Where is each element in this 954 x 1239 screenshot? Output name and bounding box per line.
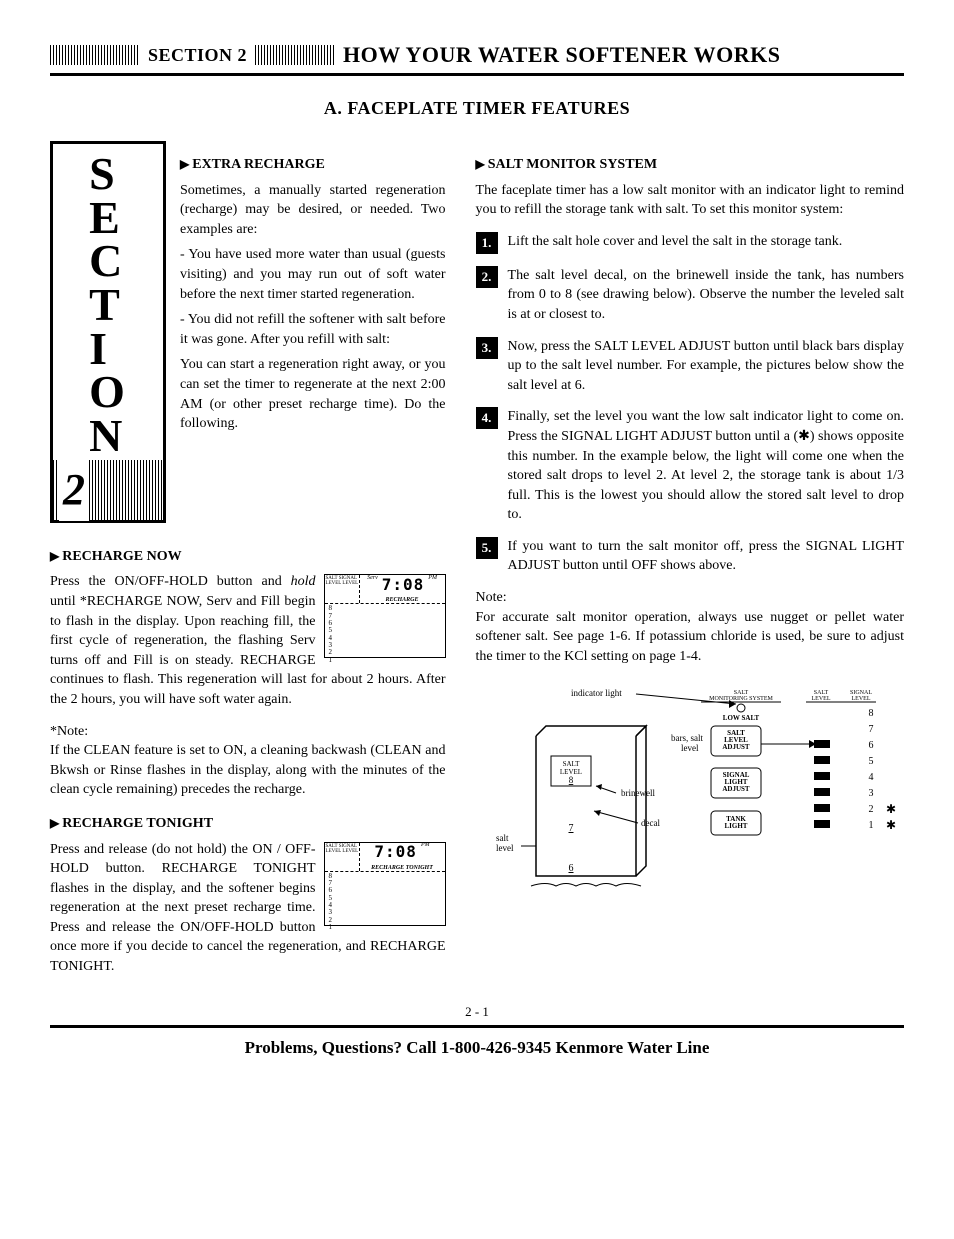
d-bars-label: bars, saltlevel [671, 733, 703, 753]
header-hatch-mid [255, 45, 335, 65]
d-monitoring: SALTMONITORING SYSTEM [709, 690, 773, 702]
salt-note-label: Note: [476, 588, 904, 608]
d-decal: decal [641, 818, 660, 828]
d-salt-col: SALTLEVEL [811, 690, 830, 702]
heading-recharge-tonight: RECHARGE TONIGHT [50, 814, 446, 834]
lcd2-pm: PM [421, 841, 430, 849]
section-letters: S E C T I O N [89, 144, 127, 460]
d-brinewell: brinewell [621, 788, 655, 798]
rn-t1: Press the ON/OFF-HOLD button and [50, 574, 291, 589]
salt-note-text: For accurate salt monitor operation, alw… [476, 608, 904, 667]
step-3: Now, press the SALT LEVEL ADJUST button … [508, 337, 904, 396]
lcd-serv: Serv [367, 574, 378, 582]
page-number: 2 - 1 [50, 1003, 904, 1028]
page-subtitle: A. FACEPLATE TIMER FEATURES [50, 96, 904, 121]
section-label: SECTION 2 [148, 43, 247, 68]
svg-text:✱: ✱ [886, 802, 896, 816]
header-hatch-left [50, 45, 140, 65]
d-low-salt: LOW SALT [722, 714, 759, 722]
svg-text:3: 3 [868, 788, 873, 799]
step-2: The salt level decal, on the brinewell i… [508, 266, 904, 325]
salt-monitor-intro: The faceplate timer has a low salt monit… [476, 181, 904, 220]
d-level-rows: 8 7 6 5 4 3 2 ✱ 1 ✱ [814, 708, 896, 832]
right-column: SALT MONITOR SYSTEM The faceplate timer … [476, 141, 904, 983]
svg-text:1: 1 [868, 820, 873, 831]
footer-help: Problems, Questions? Call 1-800-426-9345… [50, 1036, 904, 1060]
section-number-box: 2 [53, 460, 163, 520]
section-header: SECTION 2 HOW YOUR WATER SOFTENER WORKS [50, 40, 904, 76]
lcd2-header-small: SALT SIGNAL LEVEL LEVEL [325, 843, 360, 871]
d-tank-7: 7 [568, 823, 573, 834]
header-title: HOW YOUR WATER SOFTENER WORKS [343, 40, 780, 71]
recharge-now-note: If the CLEAN feature is set to ON, a cle… [50, 741, 446, 800]
step-num-3: 3. [476, 337, 498, 359]
svg-text:7: 7 [868, 724, 873, 735]
d-indicator-light: indicator light [571, 688, 622, 698]
d-salt-num-8: 8 [568, 775, 573, 785]
d-signal-adjust: SIGNALLIGHTADJUST [722, 771, 750, 793]
heading-recharge-now: RECHARGE NOW [50, 547, 446, 567]
rn-t2: hold [291, 574, 316, 589]
lcd2-time: 7:08 [374, 841, 417, 863]
d-tank-6: 6 [568, 863, 573, 874]
left-column: S E C T I O N 2 EXTRA RECHARGE Sometimes… [50, 141, 446, 983]
diagram-svg: SALTLEVEL 8 7 6 saltlevel brinewell deca… [476, 686, 896, 906]
step-1: Lift the salt hole cover and level the s… [508, 232, 904, 254]
lcd-nums: 8 7 6 5 4 3 2 1 [329, 605, 333, 664]
svg-text:4: 4 [868, 772, 873, 783]
svg-text:8: 8 [868, 708, 873, 719]
lcd-recharge-tonight: SALT SIGNAL LEVEL LEVEL 7:08 PM RECHARGE… [324, 842, 446, 926]
section-side-box: S E C T I O N 2 [50, 141, 166, 523]
svg-text:2: 2 [868, 804, 873, 815]
lcd-pm: PM [428, 574, 437, 582]
heading-salt-monitor: SALT MONITOR SYSTEM [476, 155, 904, 175]
section-number: 2 [59, 459, 89, 521]
step-num-5: 5. [476, 537, 498, 559]
step-5: If you want to turn the salt monitor off… [508, 537, 904, 576]
d-salt-level-label: saltlevel [496, 833, 514, 853]
svg-text:6: 6 [868, 740, 873, 751]
svg-text:✱: ✱ [886, 818, 896, 832]
salt-monitor-diagram: SALTLEVEL 8 7 6 saltlevel brinewell deca… [476, 686, 904, 906]
d-tank-light: TANKLIGHT [724, 815, 747, 830]
lcd-recharge-now: SALT SIGNAL LEVEL LEVEL Serv 7:08 PM REC… [324, 574, 446, 658]
lcd-header-small: SALT SIGNAL LEVEL LEVEL [325, 575, 360, 603]
svg-text:5: 5 [868, 756, 873, 767]
recharge-now-note-label: *Note: [50, 722, 446, 742]
lcd2-nums: 8 7 6 5 4 3 2 1 [329, 873, 333, 932]
salt-monitor-steps: 1. Lift the salt hole cover and level the… [476, 232, 904, 576]
step-num-2: 2. [476, 266, 498, 288]
lcd2-recharge-label: RECHARGE TONIGHT [371, 864, 433, 872]
d-signal-col: SIGNALLEVEL [850, 690, 872, 702]
step-num-1: 1. [476, 232, 498, 254]
d-salt-level-box: SALTLEVEL [559, 760, 581, 776]
lcd-recharge-label: RECHARGE [386, 596, 419, 604]
lcd-time: 7:08 [382, 574, 425, 596]
step-num-4: 4. [476, 407, 498, 429]
step-4: Finally, set the level you want the low … [508, 407, 904, 525]
